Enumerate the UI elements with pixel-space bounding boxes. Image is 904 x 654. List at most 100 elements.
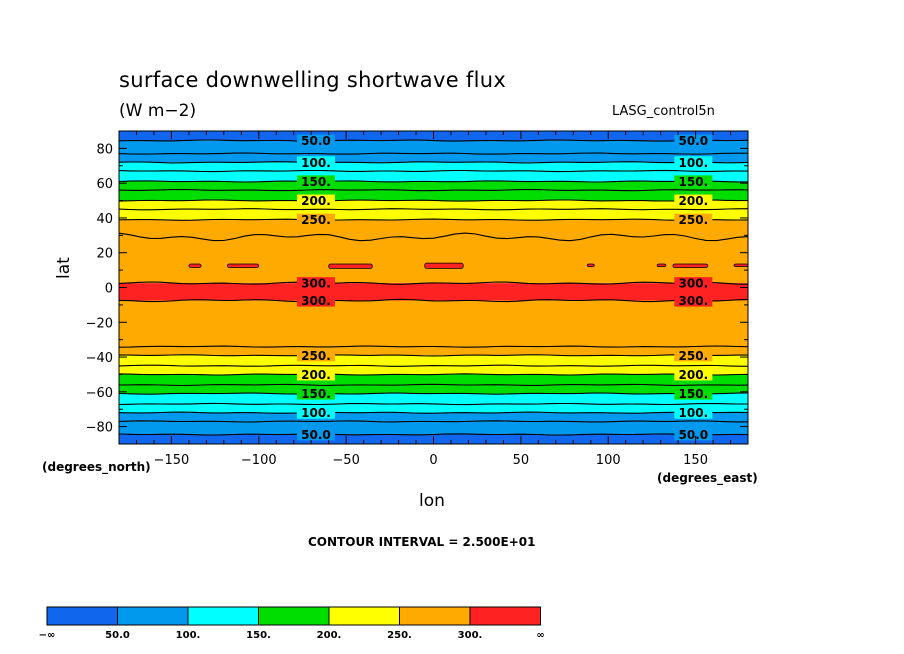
chart-title: surface downwelling shortwave flux	[119, 68, 507, 92]
contour-175-1	[118, 383, 749, 387]
contour-label-300-1-0: 300.	[301, 294, 331, 308]
contour-label-bg-300-0-0	[296, 277, 335, 290]
contour-125-1	[118, 402, 748, 406]
y-tick-label--20: −20	[86, 316, 113, 331]
contour-label-150-0-0: 150.	[301, 175, 331, 189]
x-tick-label--150: −150	[154, 453, 190, 468]
contour-100-0	[118, 161, 749, 164]
colorbar-swatch-2	[187, 606, 259, 626]
contour-225-1	[118, 364, 749, 367]
contour-label-bg-300-0-1	[674, 277, 713, 290]
contour-label-250-0-0: 250.	[301, 213, 331, 227]
contour-label-bg-250-1-0	[296, 349, 335, 362]
colorbar-label-3: 150.	[246, 630, 271, 641]
dataset-name: LASG_control5n	[612, 104, 715, 119]
y-tick-label-0: 0	[105, 282, 113, 297]
contour-label-250-0-1: 250.	[679, 213, 709, 227]
patch-4	[586, 263, 595, 268]
contour-300-1	[118, 298, 749, 303]
y-tick-label--60: −60	[86, 386, 113, 401]
contour-label-150-1-1: 150.	[679, 387, 709, 401]
contour-label-50-0-1: 50.0	[679, 134, 709, 148]
colorbar-label-4: 200.	[317, 630, 342, 641]
contour-label-250-1-1: 250.	[679, 349, 709, 363]
y-tick-label--80: −80	[86, 421, 113, 436]
patch-3	[424, 262, 464, 269]
colorbar-swatch-5	[399, 606, 471, 626]
colorbar-swatch-4	[328, 606, 400, 626]
contour-label-100-1-1: 100.	[679, 406, 709, 420]
contour-label-bg-50-0-1	[674, 134, 713, 147]
contour-175-0	[118, 188, 749, 192]
x-axis-label: lon	[419, 491, 445, 511]
colorbar-label-7: ∞	[536, 630, 544, 641]
contour-label-bg-100-1-1	[674, 406, 713, 419]
contour-label-bg-150-0-1	[674, 175, 713, 188]
contour-150-0	[118, 180, 748, 183]
band-11	[119, 412, 748, 435]
patch-0	[188, 263, 202, 268]
contour-75-1	[118, 420, 749, 423]
band-10	[119, 393, 748, 413]
contour-label-bg-50-0-0	[296, 134, 335, 147]
patch-2	[328, 263, 373, 269]
contour-interval: CONTOUR INTERVAL = 2.500E+01	[308, 535, 536, 549]
contour-label-bg-50-1-1	[674, 428, 713, 441]
contour-label-100-1-0: 100.	[301, 406, 331, 420]
y-axis-unit: (degrees_north)	[42, 460, 151, 474]
x-tick-label-150: 150	[683, 453, 708, 468]
patch-6	[672, 263, 709, 268]
y-tick-label--40: −40	[86, 351, 113, 366]
patch-1	[226, 263, 260, 268]
contour-label-300-0-1: 300.	[679, 277, 709, 291]
contour-labels: 50.0 50.0 50.0 50.0 100. 100. 100. 100. 150. 150.…	[296, 134, 713, 442]
contour-label-bg-150-1-0	[296, 387, 335, 400]
y-axis-label: lat	[54, 257, 74, 279]
contour-label-100-0-0: 100.	[301, 156, 331, 170]
contour-label-bg-250-1-1	[674, 349, 713, 362]
y-tick-label-20: 20	[96, 247, 113, 262]
colorbar-swatch-0	[46, 606, 118, 626]
contour-300-0	[118, 281, 749, 285]
contour-label-200-1-1: 200.	[679, 368, 709, 382]
colorbar-swatch-3	[258, 606, 330, 626]
contour-label-bg-150-1-1	[674, 387, 713, 400]
contour-200-0	[118, 199, 749, 202]
contour-label-bg-200-1-0	[296, 368, 335, 381]
contour-label-bg-50-1-0	[296, 428, 335, 441]
contour-label-50-1-1: 50.0	[679, 428, 709, 442]
colorbar-label-1: 50.0	[105, 630, 130, 641]
colorbar: −∞ 50.0 100. 150. 200. 250. 300. ∞	[39, 606, 545, 641]
x-tick-label--50: −50	[332, 453, 359, 468]
contour-200-1	[118, 373, 749, 376]
contour-label-200-0-0: 200.	[301, 194, 331, 208]
contour-label-150-1-0: 150.	[301, 387, 331, 401]
contour-250-1	[119, 354, 748, 357]
contour-label-250-1-0: 250.	[301, 349, 331, 363]
contour-label-300-0-0: 300.	[301, 277, 331, 291]
colorbar-label-5: 250.	[387, 630, 412, 641]
band-6	[119, 283, 748, 301]
colorbar-swatch-6	[469, 606, 541, 626]
contour-label-bg-100-0-1	[674, 156, 713, 169]
contour-label-bg-200-1-1	[674, 368, 713, 381]
contour-275-0	[118, 232, 749, 242]
contour-275-1	[118, 345, 749, 348]
contour-label-150-0-1: 150.	[679, 175, 709, 189]
contour-label-bg-150-0-0	[296, 175, 335, 188]
colorbar-label-0: −∞	[39, 630, 56, 641]
contour-label-200-1-0: 200.	[301, 368, 331, 382]
contour-label-bg-200-0-0	[296, 194, 335, 207]
x-axis-unit: (degrees_east)	[657, 471, 758, 485]
band-4	[119, 200, 748, 220]
band-2	[119, 162, 748, 182]
chart-units: (W m−2)	[119, 101, 197, 121]
contour-label-50-0-0: 50.0	[301, 134, 331, 148]
band-8	[119, 355, 748, 375]
band-5	[119, 219, 748, 284]
contour-label-bg-200-0-1	[674, 194, 713, 207]
contour-label-bg-100-0-0	[296, 156, 335, 169]
contour-label-300-1-1: 300.	[679, 294, 709, 308]
contour-fill-bands	[119, 131, 748, 444]
